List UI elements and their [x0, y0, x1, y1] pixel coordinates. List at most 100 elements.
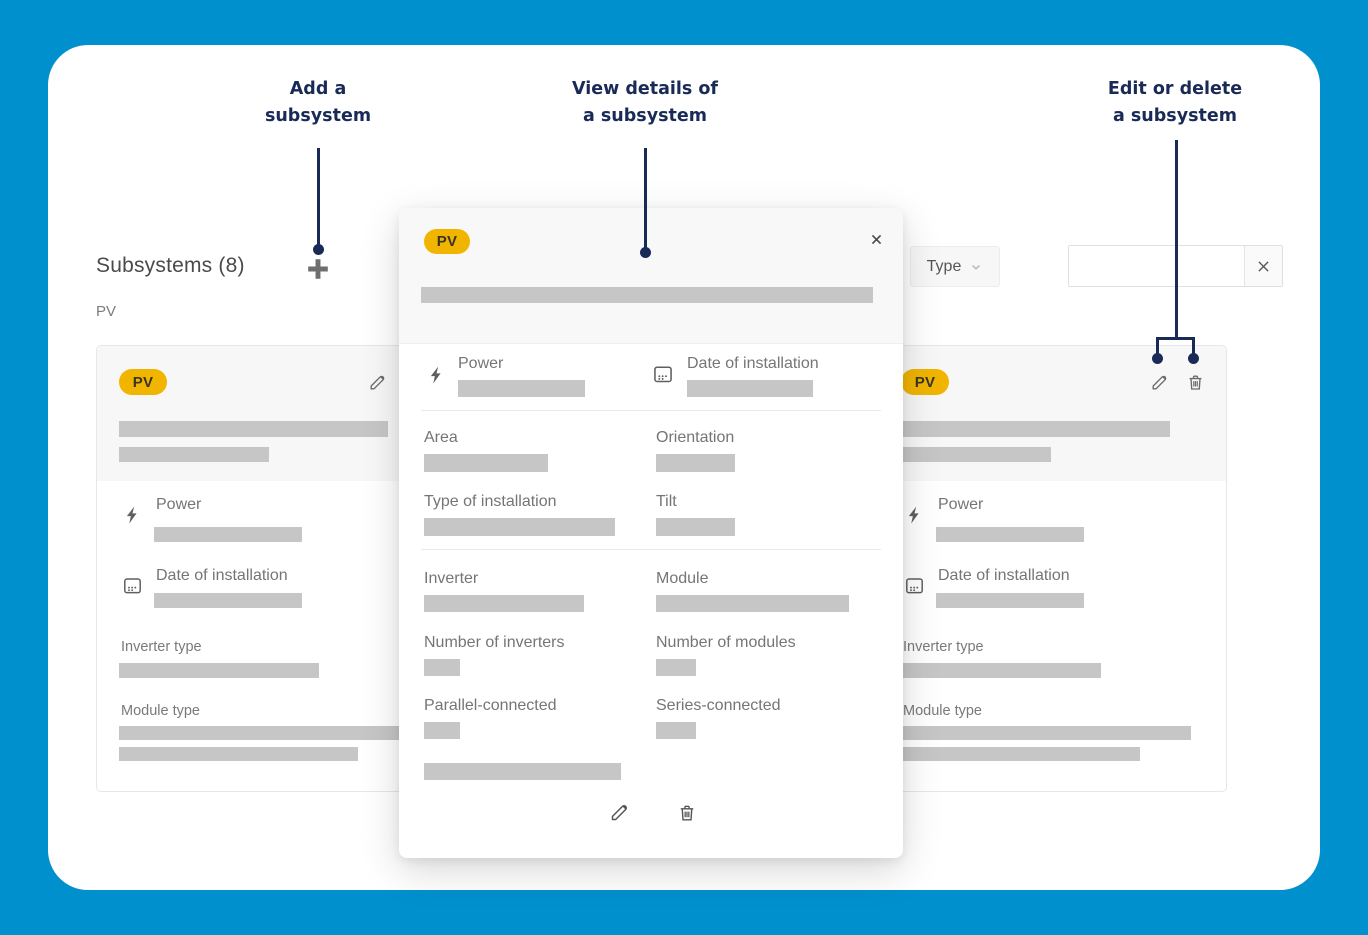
- annotation-line: a subsystem: [1112, 105, 1237, 126]
- divider: [421, 410, 881, 411]
- placeholder-bar: [119, 663, 319, 678]
- calendar-icon: [124, 578, 141, 594]
- search-clear-button[interactable]: [1244, 246, 1282, 286]
- field-label: Type of installation: [424, 493, 557, 510]
- field-label: Date of installation: [938, 567, 1070, 584]
- field-label: Parallel-connected: [424, 697, 557, 714]
- divider: [421, 549, 881, 550]
- placeholder-bar: [119, 726, 414, 740]
- field-label: Power: [156, 496, 202, 513]
- delete-subsystem-button[interactable]: [676, 803, 698, 825]
- card-header: PV: [879, 346, 1226, 481]
- pv-badge: PV: [119, 369, 167, 395]
- field-label: Date of installation: [156, 567, 288, 584]
- modal-header: PV: [399, 208, 903, 344]
- field-label: Tilt: [656, 493, 677, 510]
- trash-icon: [680, 805, 694, 821]
- subsystem-card[interactable]: PV Power: [878, 345, 1227, 792]
- chevron-down-icon: [972, 264, 981, 270]
- card-header: PV: [97, 346, 444, 481]
- placeholder-bar: [424, 454, 548, 472]
- field-label: Power: [458, 355, 504, 372]
- close-modal-button[interactable]: [865, 230, 887, 252]
- placeholder-bar: [656, 595, 849, 612]
- add-subsystem-button[interactable]: [304, 255, 332, 283]
- placeholder-bar: [119, 747, 358, 761]
- trash-icon: [1189, 375, 1201, 390]
- close-icon: [871, 234, 881, 245]
- field-label: Inverter: [424, 570, 479, 587]
- field-label: Module type: [121, 703, 200, 719]
- annotation-line: Edit or delete: [1107, 79, 1243, 99]
- subsystem-card[interactable]: PV Power: [96, 345, 445, 792]
- pv-badge: PV: [901, 369, 949, 395]
- placeholder-bar: [424, 518, 615, 536]
- placeholder-bar: [687, 380, 813, 397]
- field-label: Date of installation: [687, 355, 819, 372]
- power-bolt-icon: [908, 506, 919, 524]
- placeholder-bar: [424, 763, 621, 780]
- edit-subsystem-button[interactable]: [367, 373, 387, 393]
- annotation-connector: [1174, 140, 1178, 340]
- section-label: PV: [96, 303, 117, 320]
- placeholder-bar: [656, 722, 696, 739]
- page-title: Subsystems (8): [96, 254, 245, 277]
- placeholder-bar: [458, 380, 585, 397]
- field-label: Power: [938, 496, 984, 513]
- power-bolt-icon: [430, 366, 441, 384]
- annotation-connector: [1155, 337, 1195, 340]
- edit-subsystem-button[interactable]: [1149, 373, 1169, 393]
- placeholder-bar: [901, 421, 1170, 437]
- annotation-line: a subsystem: [582, 105, 708, 126]
- edit-subsystem-button[interactable]: [608, 802, 630, 824]
- annotation-line: Add a: [289, 79, 347, 99]
- calendar-icon: [906, 578, 923, 594]
- placeholder-bar: [656, 454, 735, 472]
- annotation-add-subsystem: Add a subsystem: [265, 76, 371, 129]
- field-label: Orientation: [656, 429, 735, 446]
- annotation-dot: [1151, 353, 1163, 364]
- annotation-connector: [643, 148, 647, 248]
- pencil-icon: [611, 805, 627, 821]
- annotation-connector: [1191, 337, 1195, 355]
- type-filter-label: Type: [926, 257, 962, 275]
- field-label: Module type: [903, 703, 982, 719]
- placeholder-bar: [154, 527, 302, 542]
- annotation-line: View details of: [571, 79, 719, 99]
- placeholder-bar: [936, 527, 1084, 542]
- annotation-connector: [1155, 337, 1159, 355]
- field-label: Module: [656, 570, 709, 587]
- placeholder-bar: [424, 595, 584, 612]
- placeholder-bar: [421, 287, 873, 303]
- annotation-dot: [1187, 353, 1199, 364]
- placeholder-bar: [154, 593, 302, 608]
- field-label: Number of inverters: [424, 634, 565, 651]
- placeholder-bar: [901, 726, 1191, 740]
- placeholder-bar: [424, 722, 460, 739]
- annotation-connector: [316, 148, 320, 245]
- annotation-view-details: View details of a subsystem: [572, 76, 718, 129]
- placeholder-bar: [656, 518, 735, 536]
- field-label: Inverter type: [121, 639, 202, 655]
- field-label: Number of modules: [656, 634, 796, 651]
- placeholder-bar: [656, 659, 696, 676]
- type-filter-dropdown[interactable]: Type: [910, 246, 1000, 287]
- annotation-edit-delete: Edit or delete a subsystem: [1108, 76, 1242, 129]
- pv-badge: PV: [424, 229, 470, 254]
- pencil-icon: [1151, 375, 1166, 390]
- field-label: Series-connected: [656, 697, 781, 714]
- subsystem-details-modal: PV Power Date of installation Area Orien…: [399, 208, 903, 858]
- placeholder-bar: [936, 593, 1084, 608]
- annotation-line: subsystem: [264, 105, 372, 126]
- placeholder-bar: [119, 421, 388, 437]
- search-input[interactable]: [1069, 246, 1244, 286]
- placeholder-bar: [901, 447, 1051, 462]
- placeholder-bar: [119, 447, 269, 462]
- clear-x-icon: [1258, 260, 1269, 272]
- delete-subsystem-button[interactable]: [1185, 373, 1205, 393]
- field-label: Area: [424, 429, 458, 446]
- placeholder-bar: [424, 659, 460, 676]
- calendar-icon: [654, 366, 672, 383]
- pencil-icon: [369, 375, 384, 390]
